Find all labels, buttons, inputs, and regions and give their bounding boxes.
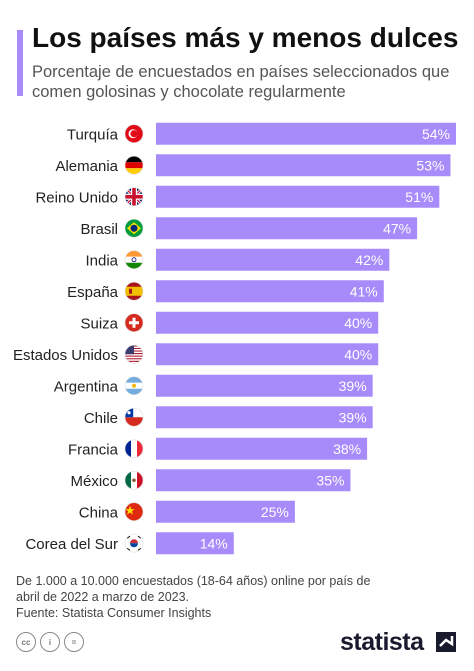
source-note: Fuente: Statista Consumer Insights — [16, 606, 212, 620]
bar — [156, 500, 295, 523]
statista-mark-icon — [436, 632, 456, 652]
value-label: 53% — [416, 157, 444, 173]
bar — [156, 406, 373, 429]
value-label: 14% — [200, 535, 228, 551]
title-accent-bar — [17, 30, 23, 96]
category-label: Brasil — [80, 221, 118, 238]
flag-icon-ch — [124, 313, 144, 333]
flag-icon-ar — [124, 376, 144, 396]
bar-row-13: Corea del Sur 14% — [25, 532, 234, 555]
flag-icon-in — [124, 250, 144, 270]
bar — [156, 532, 234, 555]
bar-row-4: India 42% — [85, 248, 390, 271]
value-label: 25% — [261, 504, 289, 520]
category-label: Argentina — [54, 378, 119, 395]
flag-icon-gb — [124, 187, 144, 207]
bar — [156, 469, 351, 492]
flag-icon-cn — [124, 502, 144, 522]
value-label: 51% — [405, 189, 433, 205]
cc-icon[interactable]: cc — [16, 632, 36, 652]
category-label: Estados Unidos — [13, 347, 118, 364]
flag-icon-br — [124, 218, 144, 238]
flag-icon-tr — [124, 124, 144, 144]
value-label: 41% — [350, 283, 378, 299]
flag-icon-de — [124, 155, 144, 175]
value-label: 38% — [333, 441, 361, 457]
category-label: China — [79, 504, 119, 521]
category-label: India — [85, 252, 118, 269]
bar-row-11: México 35% — [70, 469, 351, 492]
value-label: 39% — [339, 409, 367, 425]
bar — [156, 154, 451, 177]
category-label: España — [67, 284, 119, 301]
license-icons: cc i = — [16, 632, 84, 652]
chart-subtitle: Porcentaje de encuestados en países sele… — [32, 63, 450, 101]
category-label: Turquía — [67, 126, 119, 143]
value-label: 54% — [422, 126, 450, 142]
bar-row-7: Estados Unidos 40% — [13, 343, 379, 366]
bar-row-1: Alemania 53% — [55, 154, 451, 177]
bar — [156, 343, 379, 366]
category-label: México — [70, 473, 118, 490]
survey-note: De 1.000 a 10.000 encuestados (18-64 año… — [16, 574, 371, 604]
by-icon[interactable]: i — [40, 632, 60, 652]
bar-row-5: España 41% — [67, 280, 384, 303]
bar — [156, 248, 390, 271]
bar-row-9: Chile 39% — [84, 406, 373, 429]
category-label: Reino Unido — [35, 189, 118, 206]
value-label: 42% — [355, 252, 383, 268]
flag-icon-us — [124, 344, 144, 364]
value-label: 47% — [383, 220, 411, 236]
bar — [156, 185, 440, 208]
flag-icon-cl — [124, 407, 144, 427]
category-label: Corea del Sur — [25, 536, 118, 553]
flag-icon-mx — [124, 470, 144, 490]
chart-title: Los países más y menos dulces — [32, 22, 459, 53]
flag-icon-es — [124, 281, 144, 301]
bar — [156, 437, 368, 460]
footnote: De 1.000 a 10.000 encuestados (18-64 año… — [16, 573, 376, 621]
value-label: 39% — [339, 378, 367, 394]
bar-row-12: China 25% — [79, 500, 295, 523]
bar-chart: Turquía 54% Alemania 53% Reino Unido 51% Brasi… — [13, 122, 456, 555]
bar — [156, 374, 373, 397]
equals-icon[interactable]: = — [64, 632, 84, 652]
category-label: Suiza — [80, 315, 118, 332]
bar-row-6: Suiza 40% — [80, 311, 379, 334]
bar — [156, 217, 418, 240]
bar-row-2: Reino Unido 51% — [35, 185, 440, 208]
bar-row-8: Argentina 39% — [54, 374, 373, 397]
bar — [156, 280, 384, 303]
category-label: Alemania — [55, 158, 118, 175]
bar-row-0: Turquía 54% — [67, 122, 456, 145]
statista-logo[interactable]: statista — [340, 628, 424, 656]
value-label: 35% — [316, 472, 344, 488]
category-label: Francia — [68, 441, 119, 458]
value-label: 40% — [344, 315, 372, 331]
bar — [156, 311, 379, 334]
value-label: 40% — [344, 346, 372, 362]
bar-row-10: Francia 38% — [68, 437, 368, 460]
bar-row-3: Brasil 47% — [80, 217, 418, 240]
bar — [156, 122, 456, 145]
flag-icon-fr — [124, 439, 144, 459]
category-label: Chile — [84, 410, 118, 427]
flag-icon-kr — [124, 533, 144, 553]
